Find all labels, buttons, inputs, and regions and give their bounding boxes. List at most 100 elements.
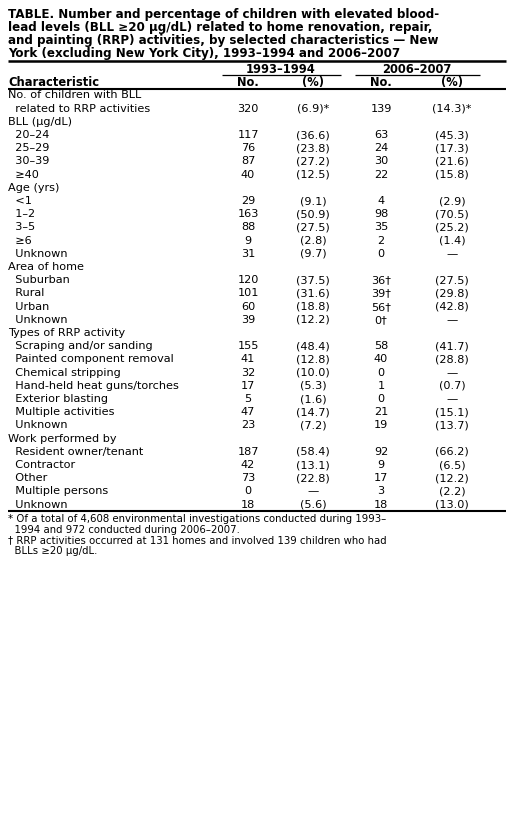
- Text: Unknown: Unknown: [8, 500, 67, 510]
- Text: * Of a total of 4,608 environmental investigations conducted during 1993–: * Of a total of 4,608 environmental inve…: [8, 514, 386, 524]
- Text: Suburban: Suburban: [8, 275, 70, 285]
- Text: 3: 3: [377, 487, 384, 497]
- Text: Work performed by: Work performed by: [8, 434, 117, 444]
- Text: 155: 155: [237, 341, 259, 352]
- Text: (22.8): (22.8): [296, 473, 330, 484]
- Text: (66.2): (66.2): [435, 447, 469, 457]
- Text: 117: 117: [237, 130, 259, 140]
- Text: 9: 9: [377, 460, 384, 470]
- Text: (%): (%): [441, 76, 463, 89]
- Text: 30–39: 30–39: [8, 156, 49, 167]
- Text: ≥6: ≥6: [8, 236, 32, 246]
- Text: (29.8): (29.8): [435, 288, 469, 299]
- Text: 47: 47: [241, 407, 255, 418]
- Text: (7.2): (7.2): [300, 421, 326, 431]
- Text: 163: 163: [237, 209, 259, 219]
- Text: 4: 4: [377, 196, 384, 206]
- Text: 98: 98: [374, 209, 388, 219]
- Text: (%): (%): [302, 76, 324, 89]
- Text: 1–2: 1–2: [8, 209, 35, 219]
- Text: 60: 60: [241, 302, 255, 312]
- Text: Other: Other: [8, 473, 47, 484]
- Text: (21.6): (21.6): [435, 156, 469, 167]
- Text: 18: 18: [374, 500, 388, 510]
- Text: lead levels (BLL ≥20 μg/dL) related to home renovation, repair,: lead levels (BLL ≥20 μg/dL) related to h…: [8, 21, 432, 34]
- Text: (12.2): (12.2): [296, 315, 330, 325]
- Text: Exterior blasting: Exterior blasting: [8, 394, 108, 404]
- Text: 0†: 0†: [375, 315, 388, 325]
- Text: 39: 39: [241, 315, 255, 325]
- Text: (27.5): (27.5): [296, 222, 330, 233]
- Text: 56†: 56†: [371, 302, 391, 312]
- Text: BLL (μg/dL): BLL (μg/dL): [8, 117, 72, 127]
- Text: 40: 40: [374, 355, 388, 365]
- Text: Multiple persons: Multiple persons: [8, 487, 108, 497]
- Text: 30: 30: [374, 156, 388, 167]
- Text: (0.7): (0.7): [438, 381, 465, 391]
- Text: Rural: Rural: [8, 288, 44, 299]
- Text: (12.2): (12.2): [435, 473, 469, 484]
- Text: Area of home: Area of home: [8, 262, 84, 272]
- Text: (41.7): (41.7): [435, 341, 469, 352]
- Text: 39†: 39†: [371, 288, 391, 299]
- Text: TABLE. Number and percentage of children with elevated blood-: TABLE. Number and percentage of children…: [8, 8, 439, 21]
- Text: 21: 21: [374, 407, 388, 418]
- Text: Hand-held heat guns/torches: Hand-held heat guns/torches: [8, 381, 179, 391]
- Text: (14.7): (14.7): [296, 407, 330, 418]
- Text: 25–29: 25–29: [8, 143, 49, 153]
- Text: (27.2): (27.2): [296, 156, 330, 167]
- Text: (12.8): (12.8): [296, 355, 330, 365]
- Text: 41: 41: [241, 355, 255, 365]
- Text: (15.8): (15.8): [435, 169, 469, 180]
- Text: (1.4): (1.4): [438, 236, 465, 246]
- Text: 87: 87: [241, 156, 255, 167]
- Text: Urban: Urban: [8, 302, 49, 312]
- Text: related to RRP activities: related to RRP activities: [8, 103, 150, 114]
- Text: and painting (RRP) activities, by selected characteristics — New: and painting (RRP) activities, by select…: [8, 34, 438, 47]
- Text: 76: 76: [241, 143, 255, 153]
- Text: (36.6): (36.6): [296, 130, 330, 140]
- Text: (13.7): (13.7): [435, 421, 469, 431]
- Text: 24: 24: [374, 143, 388, 153]
- Text: 58: 58: [374, 341, 388, 352]
- Text: Types of RRP activity: Types of RRP activity: [8, 328, 125, 338]
- Text: —: —: [446, 394, 457, 404]
- Text: (10.0): (10.0): [296, 368, 330, 378]
- Text: Multiple activities: Multiple activities: [8, 407, 115, 418]
- Text: (18.8): (18.8): [296, 302, 330, 312]
- Text: ≥40: ≥40: [8, 169, 39, 180]
- Text: —: —: [446, 368, 457, 378]
- Text: (2.2): (2.2): [438, 487, 465, 497]
- Text: (70.5): (70.5): [435, 209, 469, 219]
- Text: 1: 1: [377, 381, 384, 391]
- Text: (5.3): (5.3): [300, 381, 326, 391]
- Text: BLLs ≥20 μg/dL.: BLLs ≥20 μg/dL.: [8, 545, 97, 556]
- Text: 1993–1994: 1993–1994: [246, 63, 316, 76]
- Text: (48.4): (48.4): [296, 341, 330, 352]
- Text: 187: 187: [237, 447, 259, 457]
- Text: 0: 0: [377, 249, 384, 259]
- Text: (28.8): (28.8): [435, 355, 469, 365]
- Text: 42: 42: [241, 460, 255, 470]
- Text: (42.8): (42.8): [435, 302, 469, 312]
- Text: 32: 32: [241, 368, 255, 378]
- Text: (9.1): (9.1): [300, 196, 326, 206]
- Text: (9.7): (9.7): [300, 249, 326, 259]
- Text: 17: 17: [374, 473, 388, 484]
- Text: No.: No.: [237, 76, 259, 89]
- Text: (25.2): (25.2): [435, 222, 469, 233]
- Text: 19: 19: [374, 421, 388, 431]
- Text: 101: 101: [237, 288, 259, 299]
- Text: Scraping and/or sanding: Scraping and/or sanding: [8, 341, 153, 352]
- Text: 88: 88: [241, 222, 255, 233]
- Text: 9: 9: [245, 236, 251, 246]
- Text: (45.3): (45.3): [435, 130, 469, 140]
- Text: Unknown: Unknown: [8, 421, 67, 431]
- Text: (23.8): (23.8): [296, 143, 330, 153]
- Text: 2006–2007: 2006–2007: [382, 63, 451, 76]
- Text: 120: 120: [237, 275, 259, 285]
- Text: 18: 18: [241, 500, 255, 510]
- Text: 40: 40: [241, 169, 255, 180]
- Text: Unknown: Unknown: [8, 249, 67, 259]
- Text: 3–5: 3–5: [8, 222, 35, 233]
